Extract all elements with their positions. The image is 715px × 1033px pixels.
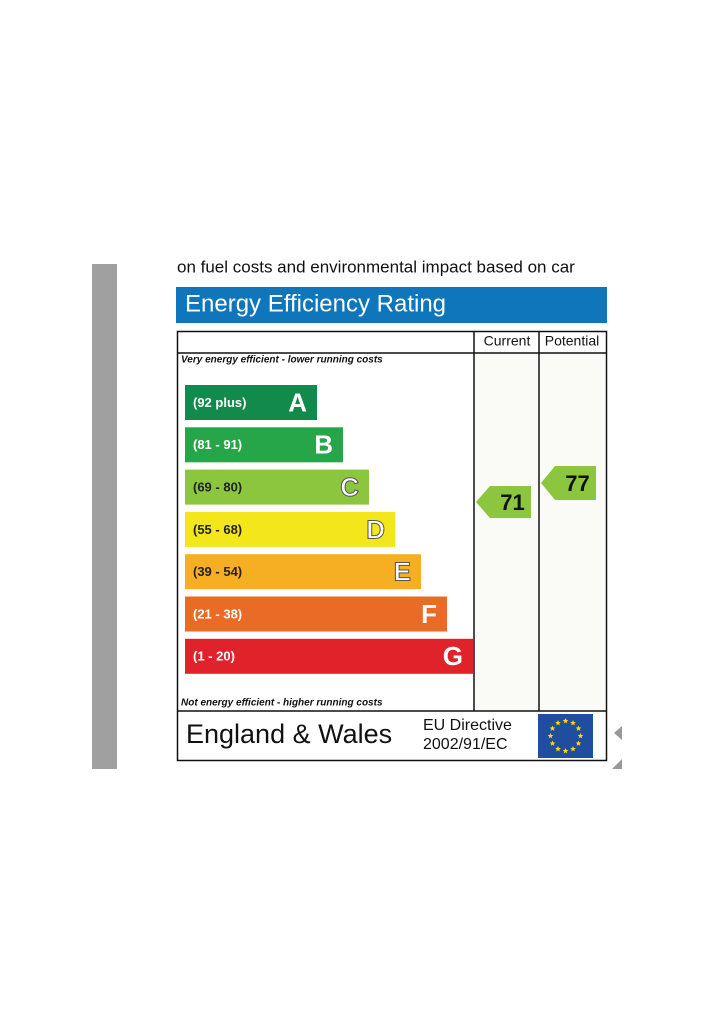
- header: [176, 287, 607, 323]
- band-bar: [185, 596, 447, 632]
- header-title: Energy Efficiency Rating: [185, 290, 446, 317]
- footer-region: England & Wales: [186, 719, 392, 749]
- band-bar: [185, 385, 317, 420]
- column-header: Current: [484, 333, 531, 349]
- eu-stars: [547, 718, 584, 754]
- bands: (92 plus) A (81 - 91) B (69 - 80) C (55 - 68) D…: [185, 385, 473, 674]
- band-range: (81 - 91): [193, 437, 242, 452]
- band-letter: C: [340, 472, 359, 502]
- eu-star: [555, 746, 561, 752]
- band-letter: A: [288, 387, 307, 417]
- rating-arrow: [541, 466, 596, 500]
- band-range: (55 - 68): [193, 522, 242, 537]
- top-note: Very energy efficient - lower running co…: [181, 355, 383, 366]
- band-bar: [185, 511, 395, 547]
- band-range: (1 - 20): [193, 649, 235, 664]
- current-column: [475, 354, 538, 710]
- band-bar: [185, 427, 343, 463]
- eu-star: [575, 725, 582, 731]
- eu-star: [575, 740, 582, 746]
- band-range: (69 - 80): [193, 480, 242, 495]
- scroll-arrow: [612, 759, 622, 769]
- eu-star: [577, 733, 584, 739]
- scroll-arrow: [614, 726, 622, 740]
- band-letter: G: [443, 641, 463, 671]
- intro-text: on fuel costs and environmental impact b…: [177, 257, 575, 276]
- footer-directive: EU Directive: [423, 717, 512, 734]
- rating-value: 77: [565, 471, 589, 496]
- eu-star: [549, 740, 556, 746]
- band-bar: [185, 554, 421, 590]
- eu-star: [547, 733, 554, 739]
- eu-star: [570, 746, 576, 752]
- footer-directive: 2002/91/EC: [423, 736, 508, 753]
- band-range: (39 - 54): [193, 564, 242, 579]
- rating-arrow: [476, 486, 531, 518]
- bottom-note: Not energy efficient - higher running co…: [181, 698, 383, 709]
- band-range: (92 plus): [193, 395, 246, 410]
- band-letter: D: [366, 514, 385, 544]
- eu-star: [570, 720, 576, 726]
- band-bar: [185, 638, 473, 674]
- band-letter: E: [394, 557, 411, 587]
- rating-value: 71: [500, 490, 524, 515]
- potential-column: [540, 354, 605, 710]
- ratings: 71 77: [476, 466, 596, 518]
- eu-star: [562, 718, 569, 724]
- eu-star: [555, 720, 561, 726]
- side-bar: [92, 264, 117, 769]
- eu-star: [562, 748, 569, 754]
- eu-star: [549, 725, 556, 731]
- band-bar: [185, 469, 369, 505]
- band-range: (21 - 38): [193, 606, 242, 621]
- band-letter: F: [421, 599, 437, 629]
- column-header: Potential: [545, 333, 599, 349]
- band-letter: B: [314, 430, 333, 460]
